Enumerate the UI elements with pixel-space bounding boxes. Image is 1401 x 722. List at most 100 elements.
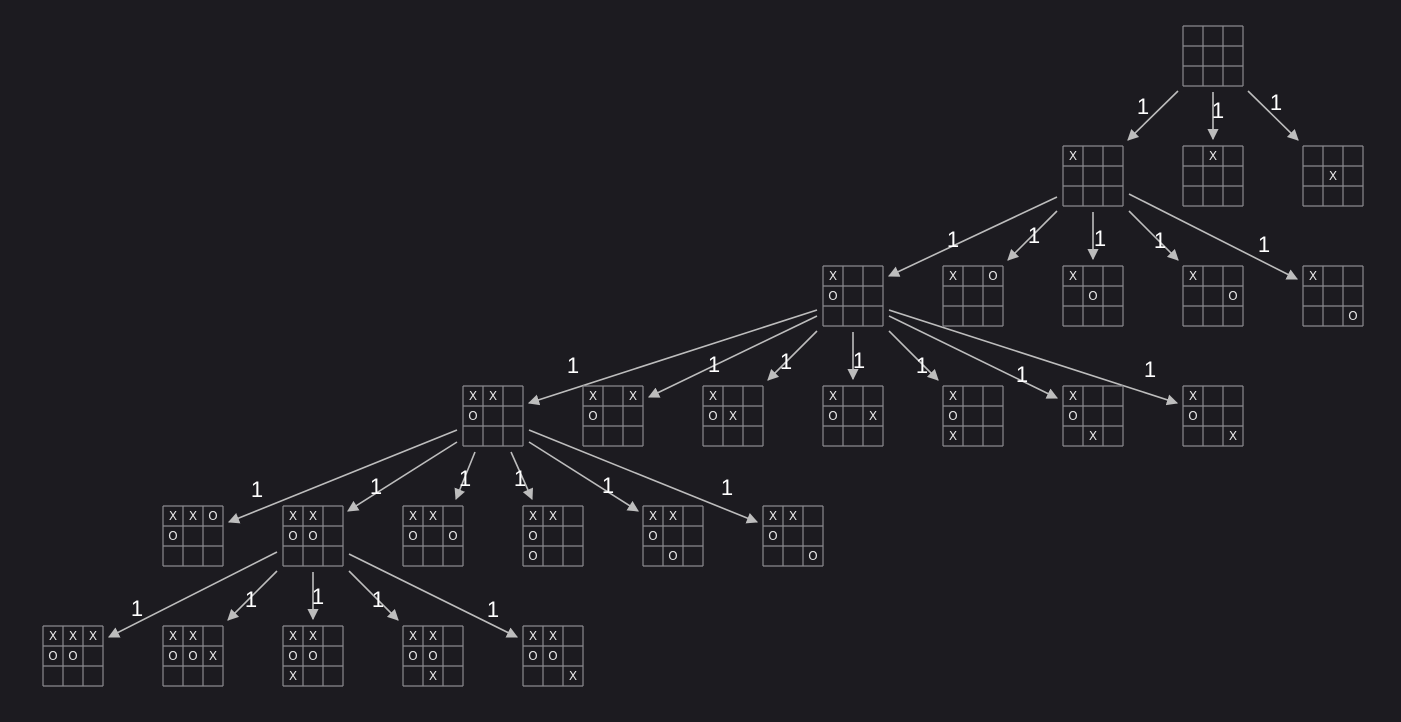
o-mark: O [588, 409, 597, 423]
x-mark: X [289, 629, 297, 643]
edge-label: 1 [780, 349, 792, 374]
o-mark: O [448, 529, 457, 543]
board-c3: XO X [702, 385, 764, 447]
edge-arrow-a1-b2 [1007, 210, 1058, 261]
edge-labels-layer: 1 1 1 1 1 1 1 1 1 1 1 1 1 1 1 1 1 1 1 1 1 1 1 1 1 1 [131, 90, 1282, 622]
o-mark: O [708, 409, 717, 423]
o-mark: O [168, 529, 177, 543]
edge-arrow-c1-d2 [347, 441, 458, 512]
x-mark: X [289, 669, 297, 683]
edge-arrow-c1-d3 [454, 451, 476, 501]
x-mark: X [789, 509, 797, 523]
x-mark: X [769, 509, 777, 523]
edge-label: 1 [947, 227, 959, 252]
board-c1: X XO [462, 385, 524, 447]
x-mark: X [709, 389, 717, 403]
board-root [1182, 25, 1244, 87]
board-c4: XO X [822, 385, 884, 447]
o-mark: O [1068, 409, 1077, 423]
x-mark: X [169, 629, 177, 643]
x-mark: X [89, 629, 97, 643]
edge-arrow-b1-c2 [647, 315, 818, 398]
x-mark: X [549, 509, 557, 523]
o-mark: O [808, 549, 817, 563]
o-mark: O [468, 409, 477, 423]
board-a3: X [1302, 145, 1364, 207]
edge-arrow-d2-e2 [227, 570, 278, 621]
x-mark: X [1069, 149, 1077, 163]
board-b4: XO [1182, 265, 1244, 327]
edge-arrow-d2-e1 [108, 551, 278, 638]
edge-label: 1 [245, 587, 257, 612]
o-mark: O [288, 649, 297, 663]
edge-label: 1 [1144, 357, 1156, 382]
board-e5: X XO OX [522, 625, 584, 687]
edge-label: 1 [916, 353, 928, 378]
x-mark: X [1189, 389, 1197, 403]
edge-label: 1 [1016, 362, 1028, 387]
edge-arrow-b1-c7 [888, 309, 1179, 406]
x-mark: X [309, 509, 317, 523]
x-mark: X [169, 509, 177, 523]
edge-label: 1 [251, 477, 263, 502]
board-e4: X XO OX [402, 625, 464, 687]
x-mark: X [729, 409, 737, 423]
edge-label: 1 [372, 587, 384, 612]
edge-label: 1 [131, 596, 143, 621]
x-mark: X [569, 669, 577, 683]
o-mark: O [768, 529, 777, 543]
x-mark: X [829, 269, 837, 283]
board-d3: X XO O [402, 505, 464, 567]
edge-arrow-b1-c5 [888, 330, 939, 381]
x-mark: X [1209, 149, 1217, 163]
edge-label: 1 [721, 475, 733, 500]
x-mark: X [209, 649, 217, 663]
o-mark: O [528, 549, 537, 563]
x-mark: X [189, 629, 197, 643]
x-mark: X [429, 629, 437, 643]
edge-arrow-a1-b5 [1128, 193, 1298, 280]
x-mark: X [649, 509, 657, 523]
board-d5: X XOO [642, 505, 704, 567]
edge-label: 1 [602, 473, 614, 498]
o-mark: O [1348, 309, 1357, 323]
x-mark: X [669, 509, 677, 523]
x-mark: X [629, 389, 637, 403]
board-b5: XO [1302, 265, 1364, 327]
x-mark: X [1189, 269, 1197, 283]
board-c7: XOX [1182, 385, 1244, 447]
x-mark: X [409, 629, 417, 643]
board-d4: X XOO [522, 505, 584, 567]
board-c2: X XO [582, 385, 644, 447]
x-mark: X [69, 629, 77, 643]
edge-label: 1 [1137, 94, 1149, 119]
o-mark: O [408, 529, 417, 543]
edge-label: 1 [487, 597, 499, 622]
o-mark: O [948, 409, 957, 423]
edge-arrow-b1-c3 [767, 330, 818, 381]
edge-label: 1 [1154, 228, 1166, 253]
edge-label: 1 [708, 352, 720, 377]
edge-label: 1 [1212, 98, 1224, 123]
o-mark: O [48, 649, 57, 663]
edge-arrow-c1-d4 [510, 451, 534, 501]
o-mark: O [288, 529, 297, 543]
board-d1: X X OO [162, 505, 224, 567]
edges-layer [108, 90, 1299, 638]
o-mark: O [548, 649, 557, 663]
edge-arrow-root-a3 [1247, 90, 1299, 141]
o-mark: O [408, 649, 417, 663]
x-mark: X [489, 389, 497, 403]
o-mark: O [528, 529, 537, 543]
x-mark: X [409, 509, 417, 523]
o-mark: O [1188, 409, 1197, 423]
o-mark: O [68, 649, 77, 663]
edge-label: 1 [370, 474, 382, 499]
edge-arrow-c1-d1 [227, 429, 458, 524]
x-mark: X [469, 389, 477, 403]
x-mark: X [1309, 269, 1317, 283]
x-mark: X [949, 429, 957, 443]
x-mark: X [429, 669, 437, 683]
